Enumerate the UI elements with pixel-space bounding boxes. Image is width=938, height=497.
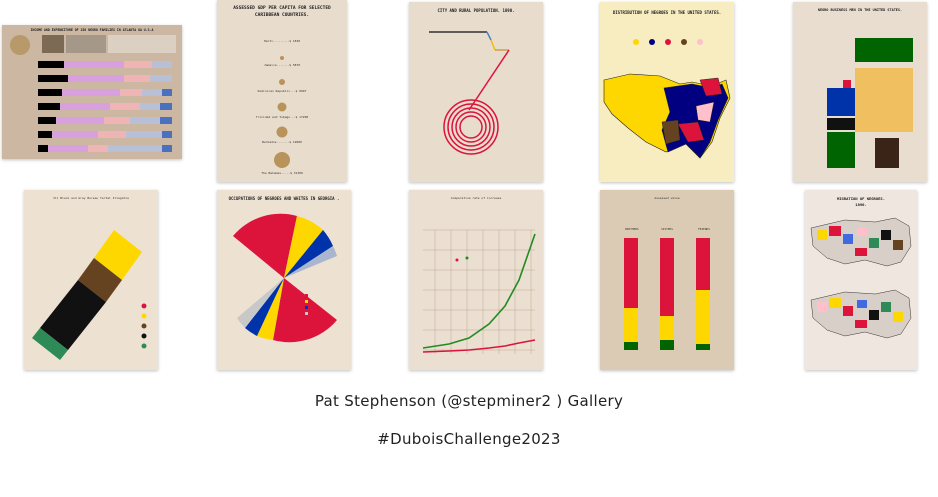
thumbnail-occupations-georgia[interactable]: OCCUPATIONS OF NEGROES AND WHITES IN GEO… xyxy=(217,190,351,370)
thumb-title: DISTRIBUTION OF NEGROES IN THE UNITED ST… xyxy=(613,10,721,15)
gdp-row: Dominican Republic...$ 9097 xyxy=(258,89,307,93)
diagonal-bar-image: Ill Black and Gray Bureau Tertel Illegib… xyxy=(24,190,158,370)
gallery-hashtag: #DuboisChallenge2023 xyxy=(377,430,561,448)
gdp-row: Trinidad and Tobago...$ 17200 xyxy=(256,115,309,119)
income-expenditure-image: INCOME AND EXPENDITURE OF 150 NEGRO FAMI… xyxy=(2,25,182,159)
thumb-title: CITY AND RURAL POPULATION. 1890. xyxy=(437,8,514,13)
migration-maps-image: MIGRATION OF NEGROES. 1890. xyxy=(805,190,917,370)
svg-text:MIGRATION OF NEGROES.: MIGRATION OF NEGROES. xyxy=(837,196,885,201)
thumbnail-stacked-bars[interactable]: Assessed value BROTHERS SISTERS FRIENDS xyxy=(600,190,734,370)
thumbnail-diagonal-bar[interactable]: Ill Black and Gray Bureau Tertel Illegib… xyxy=(24,190,158,370)
stacked-bars-image: Assessed value BROTHERS SISTERS FRIENDS xyxy=(600,190,734,370)
distribution-map-image: DISTRIBUTION OF NEGROES IN THE UNITED ST… xyxy=(600,2,734,182)
bar-label: BROTHERS xyxy=(625,227,639,231)
gallery-caption: Pat Stephenson (@stepminer2 ) Gallery xyxy=(314,392,624,410)
thumb-title: NEGRO BUSINESS MEN IN THE UNITED STATES. xyxy=(818,8,902,12)
thumbnail-business-men[interactable]: NEGRO BUSINESS MEN IN THE UNITED STATES. xyxy=(793,2,927,182)
thumb-title: Ill Black and Gray Bureau Tertel Illegib… xyxy=(53,196,129,200)
line-chart-image: Comparative rate of increase xyxy=(409,190,543,370)
thumbnail-income-expenditure[interactable]: INCOME AND EXPENDITURE OF 150 NEGRO FAMI… xyxy=(2,25,182,159)
thumb-title: Comparative rate of increase xyxy=(451,196,502,200)
gdp-row: Barbados.......$ 19000 xyxy=(262,140,302,144)
svg-text:ASSESSED GDP PER CAPITA FOR SE: ASSESSED GDP PER CAPITA FOR SELECTED xyxy=(233,5,331,11)
gdp-row: The Bahamas.....$ 31300 xyxy=(261,171,303,175)
thumbnail-distribution-us[interactable]: DISTRIBUTION OF NEGROES IN THE UNITED ST… xyxy=(600,2,734,182)
bar-label: SISTERS xyxy=(661,227,673,231)
city-rural-spiral-image: CITY AND RURAL POPULATION. 1890. xyxy=(409,2,543,182)
thumbnail-caribbean-gdp[interactable]: ASSESSED GDP PER CAPITA FOR SELECTED CAR… xyxy=(217,0,347,182)
thumbnail-city-rural-population[interactable]: CITY AND RURAL POPULATION. 1890. xyxy=(409,2,543,182)
thumb-title: OCCUPATIONS OF NEGROES AND WHITES IN GEO… xyxy=(229,196,340,201)
bar-label: FRIENDS xyxy=(698,227,710,231)
caribbean-gdp-image: ASSESSED GDP PER CAPITA FOR SELECTED CAR… xyxy=(217,0,347,182)
occupations-pie-image: OCCUPATIONS OF NEGROES AND WHITES IN GEO… xyxy=(217,190,351,370)
gdp-row: Jamaica.......$ 5870 xyxy=(264,63,300,67)
thumbnail-migration[interactable]: MIGRATION OF NEGROES. 1890. xyxy=(805,190,917,370)
thumb-title: INCOME AND EXPENDITURE OF 150 NEGRO FAMI… xyxy=(31,28,154,32)
gdp-row: Haiti.........$ 1830 xyxy=(264,39,300,43)
thumbnail-line-chart[interactable]: Comparative rate of increase xyxy=(409,190,543,370)
svg-text:1890.: 1890. xyxy=(855,202,866,207)
thumb-title: Assessed value xyxy=(654,196,679,200)
business-men-image: NEGRO BUSINESS MEN IN THE UNITED STATES. xyxy=(793,2,927,182)
svg-text:CARIBBEAN COUNTRIES.: CARIBBEAN COUNTRIES. xyxy=(255,12,309,18)
